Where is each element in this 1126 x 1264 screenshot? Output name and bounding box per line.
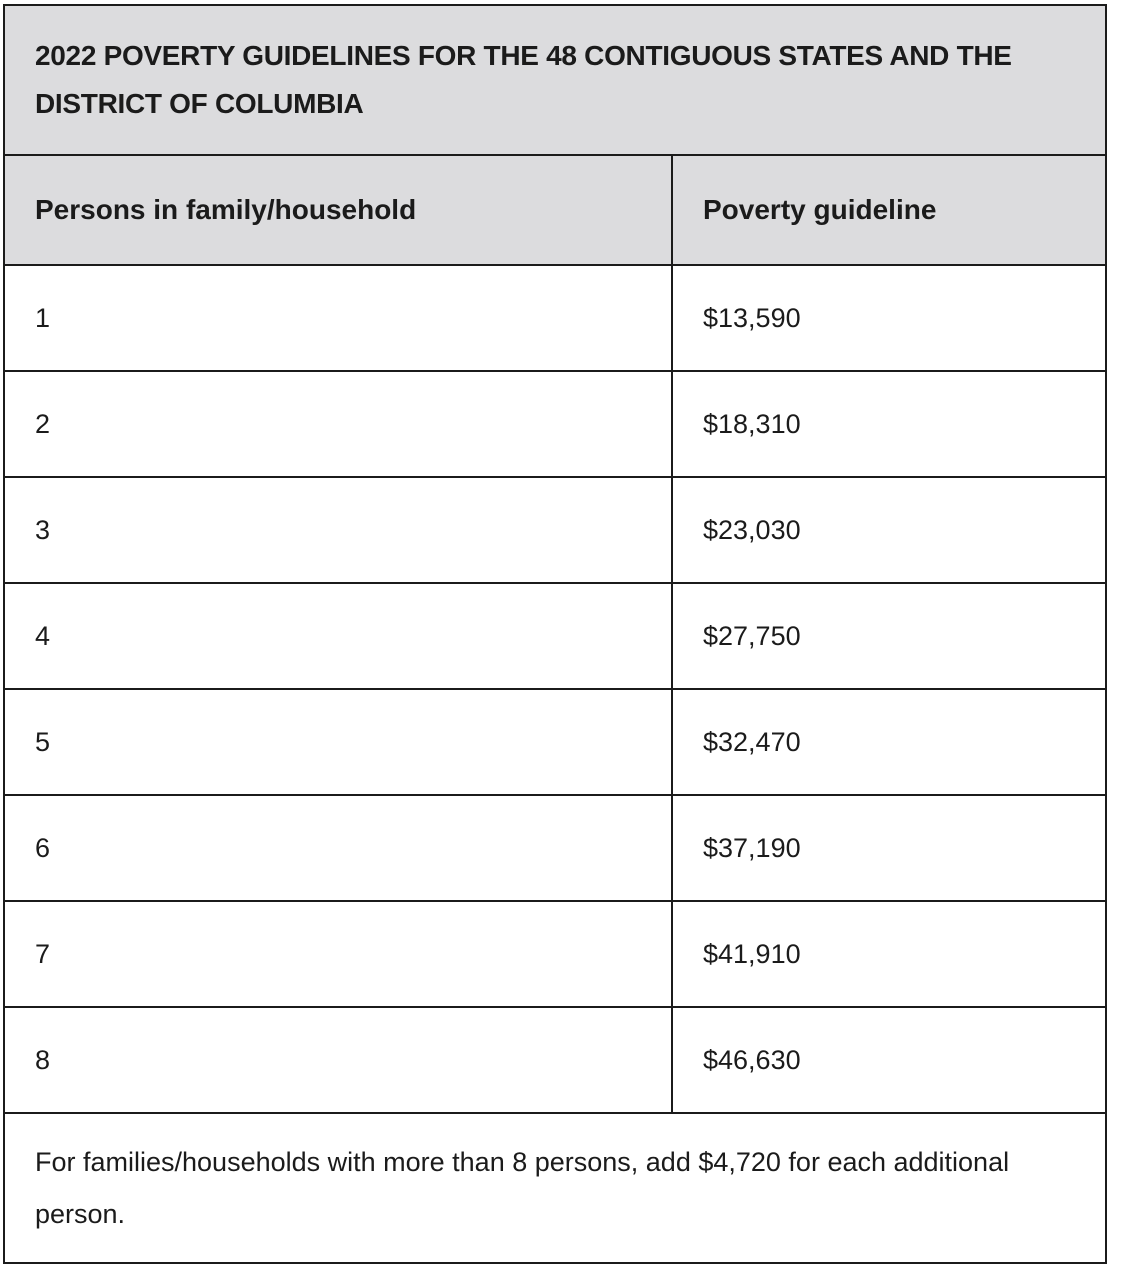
table-header-row: Persons in family/household Poverty guid… — [5, 156, 1105, 266]
persons-cell: 8 — [5, 1008, 673, 1112]
poverty-guidelines-table: 2022 POVERTY GUIDELINES FOR THE 48 CONTI… — [3, 4, 1107, 1264]
guideline-cell: $13,590 — [703, 303, 801, 333]
guideline-cell: $18,310 — [703, 409, 801, 439]
footnote: For families/households with more than 8… — [5, 1114, 1105, 1262]
table-row: 6 $37,190 — [5, 796, 1105, 902]
table-row: 2 $18,310 — [5, 372, 1105, 478]
persons-cell: 1 — [5, 266, 673, 370]
persons-cell: 5 — [5, 690, 673, 794]
persons-cell: 6 — [5, 796, 673, 900]
guideline-cell: $23,030 — [703, 515, 801, 545]
persons-cell: 4 — [5, 584, 673, 688]
table-row: 8 $46,630 — [5, 1008, 1105, 1114]
column-header-guideline: Poverty guideline — [673, 156, 1105, 264]
guideline-cell: $41,910 — [703, 939, 801, 969]
table-row: 7 $41,910 — [5, 902, 1105, 1008]
column-header-persons: Persons in family/household — [5, 156, 673, 264]
guideline-cell: $46,630 — [703, 1045, 801, 1075]
table-title: 2022 POVERTY GUIDELINES FOR THE 48 CONTI… — [5, 6, 1105, 156]
table-row: 5 $32,470 — [5, 690, 1105, 796]
table-row: 3 $23,030 — [5, 478, 1105, 584]
persons-cell: 2 — [5, 372, 673, 476]
table-row: 1 $13,590 — [5, 266, 1105, 372]
table-row: 4 $27,750 — [5, 584, 1105, 690]
guideline-cell: $27,750 — [703, 621, 801, 651]
guideline-cell: $32,470 — [703, 727, 801, 757]
persons-cell: 7 — [5, 902, 673, 1006]
guideline-cell: $37,190 — [703, 833, 801, 863]
persons-cell: 3 — [5, 478, 673, 582]
